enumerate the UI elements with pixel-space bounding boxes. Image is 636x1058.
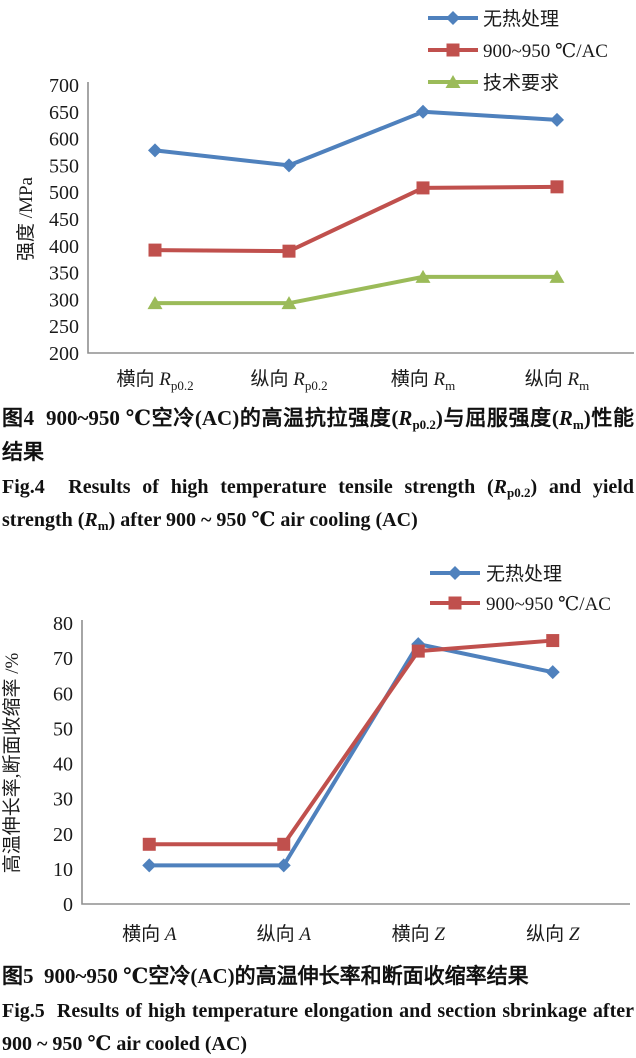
y-tick-label: 0: [63, 894, 73, 916]
y-axis-title: 高温伸长率,断面收缩率 /%: [1, 653, 23, 874]
x-category-label: 纵向 A: [257, 923, 312, 945]
caption-text-segment: 图4 900~950 ℃空冷(AC)的高温抗拉强度(: [2, 406, 399, 430]
y-tick-label: 40: [53, 754, 73, 776]
y-tick-label: 250: [49, 316, 79, 338]
caption-text-segment: R: [493, 476, 507, 498]
caption-text-segment: m: [97, 518, 109, 533]
y-tick-label: 300: [49, 289, 79, 311]
y-tick-label: 80: [53, 613, 73, 635]
y-tick-label: 60: [53, 683, 73, 705]
legend-label: 无热处理: [486, 563, 562, 585]
data-point-marker: [276, 858, 291, 873]
series-line-0: [153, 109, 559, 168]
axis-lines: [87, 82, 634, 354]
caption-text-segment: Fig.4 Results of high temperature tensil…: [2, 476, 494, 498]
caption-text-segment: ) and yield strength (: [2, 476, 634, 531]
figure5-caption-en: Fig.5 Results of high temperature elonga…: [2, 995, 634, 1058]
data-point-marker: [416, 181, 430, 195]
caption-text-segment: )性能结果: [2, 406, 634, 464]
caption-text-segment: R: [558, 406, 573, 430]
data-point-marker: [545, 665, 560, 680]
series-line-2: [153, 274, 559, 306]
legend-marker-square-icon: [448, 596, 462, 610]
y-tick-label: 20: [53, 824, 73, 846]
legend-item: 无热处理: [428, 8, 559, 30]
figure4-caption-zh: 图4 900~950 ℃空冷(AC)的高温抗拉强度(Rp0.2)与屈服强度(Rm…: [2, 401, 634, 469]
caption-text-segment: 图5 900~950 ℃空冷(AC)的高温伸长率和断面收缩率结果: [2, 964, 529, 988]
legend-marker-diamond-icon: [446, 11, 460, 25]
y-tick-label: 400: [49, 236, 79, 258]
figure5-chart: 0 10 20 30 40 50 60 70 80 高温伸长率,断面收缩率 /% 横向 A 纵向 A 横…: [1, 563, 630, 945]
figure5-caption-zh: 图5 900~950 ℃空冷(AC)的高温伸长率和断面收缩率结果: [2, 959, 634, 993]
x-category-label: 横向 A: [122, 923, 177, 945]
data-point-marker: [411, 644, 425, 658]
caption-text-segment: m: [572, 417, 584, 432]
caption-text-segment: p0.2: [506, 485, 531, 500]
data-point-marker: [550, 112, 564, 127]
y-tick-label: 200: [49, 343, 79, 365]
axis-lines: [81, 620, 630, 905]
data-point-marker: [282, 244, 296, 258]
data-point-marker: [148, 243, 162, 257]
legend-label: 900~950 ℃/AC: [486, 594, 611, 615]
figure4-chart: 200 250 300 350 400 450 500 550 600 650 700 强度 /MPa…: [15, 8, 634, 393]
y-axis-title: 强度 /MPa: [15, 176, 37, 260]
series-line-0: [147, 642, 555, 868]
legend-label: 技术要求: [483, 72, 559, 94]
legend-item: 900~950 ℃/AC: [430, 594, 611, 615]
x-category-label: 纵向 Z: [526, 923, 580, 945]
legend-item: 技术要求: [428, 72, 559, 94]
x-category-label: 横向 Rp0.2: [116, 368, 193, 393]
y-tick-label: 700: [49, 75, 79, 97]
legend-item: 无热处理: [430, 563, 562, 585]
caption-text-segment: ) after 900 ~ 950 ℃ air cooling (AC): [108, 509, 418, 531]
data-point-marker: [282, 158, 296, 173]
x-category-label: 纵向 Rp0.2: [250, 368, 327, 393]
y-tick-label: 70: [53, 648, 73, 670]
data-point-marker: [281, 296, 297, 310]
caption-text-segment: )与屈服强度(: [435, 406, 559, 430]
y-tick-label: 30: [53, 789, 73, 811]
data-point-marker: [550, 180, 564, 194]
y-tick-label: 450: [49, 209, 79, 231]
y-tick-label: 550: [49, 155, 79, 177]
x-category-label: 纵向 Rm: [525, 368, 590, 393]
data-point-marker: [546, 634, 560, 648]
data-point-marker: [142, 837, 156, 851]
data-point-marker: [142, 858, 157, 873]
data-point-marker: [148, 143, 162, 158]
y-tick-label: 50: [53, 718, 73, 740]
legend-marker-diamond-icon: [448, 566, 462, 580]
caption-text-segment: R: [84, 509, 98, 531]
y-tick-label: 350: [49, 263, 79, 285]
data-point-marker: [415, 269, 431, 283]
y-tick-label: 600: [49, 129, 79, 151]
figure4-caption-en: Fig.4 Results of high temperature tensil…: [2, 471, 634, 537]
data-point-marker: [416, 104, 430, 119]
series-line-1: [153, 184, 559, 254]
y-tick-label: 500: [49, 182, 79, 204]
x-category-label: 横向 Rm: [391, 368, 456, 393]
y-tick-label: 10: [53, 859, 73, 881]
data-point-marker: [549, 269, 565, 283]
data-point-marker: [147, 296, 163, 310]
legend-label: 无热处理: [483, 8, 559, 30]
legend-marker-square-icon: [446, 43, 460, 57]
data-point-marker: [277, 837, 291, 851]
legend-marker-triangle-icon: [445, 75, 461, 88]
legend-item: 900~950 ℃/AC: [428, 41, 608, 62]
x-category-label: 横向 Z: [392, 923, 446, 945]
y-tick-label: 650: [49, 102, 79, 124]
series-line-1: [147, 638, 555, 847]
caption-text-segment: R: [398, 406, 413, 430]
caption-text-segment: p0.2: [412, 417, 436, 432]
legend-label: 900~950 ℃/AC: [483, 41, 608, 62]
caption-text-segment: Fig.5 Results of high temperature elonga…: [2, 1000, 634, 1055]
